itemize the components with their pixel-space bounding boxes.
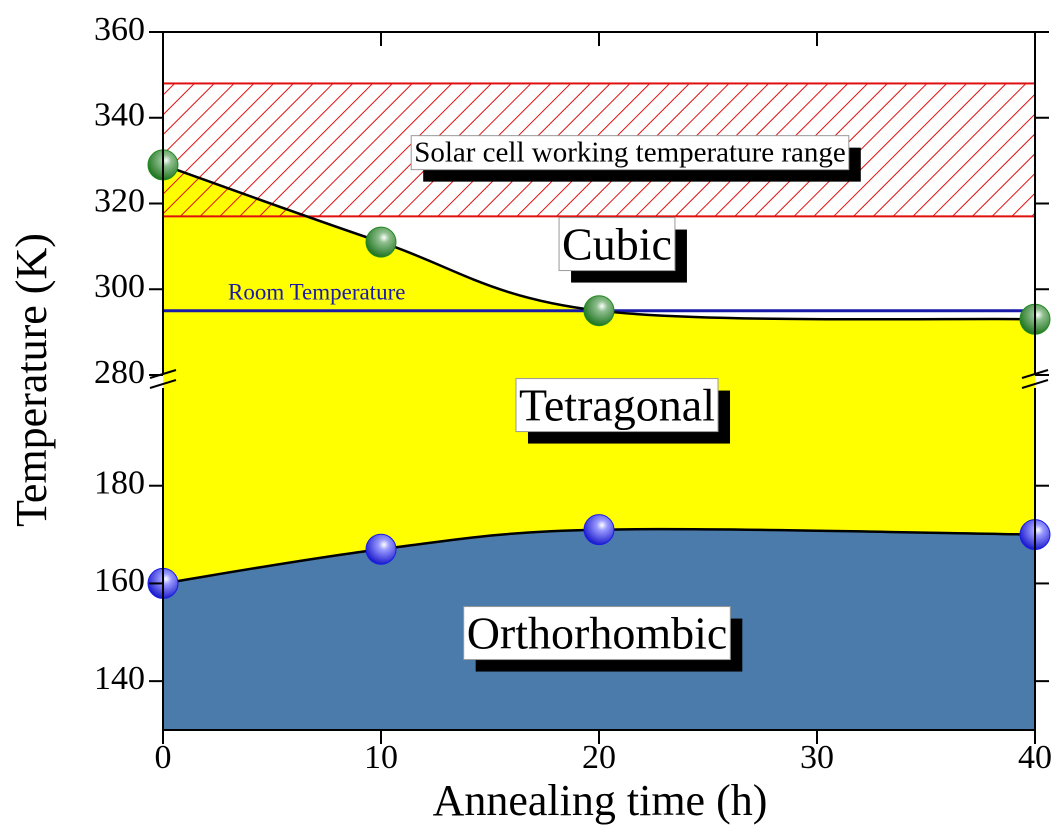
- x-tick-label: 30: [800, 739, 834, 776]
- y-axis-title: Temperature (K): [7, 233, 56, 527]
- data-point: [583, 295, 615, 327]
- y-tick-label: 140: [94, 660, 145, 697]
- label-box: [463, 606, 731, 661]
- data-point: [365, 226, 397, 258]
- x-tick-label: 10: [364, 739, 398, 776]
- y-tick-label: 320: [94, 182, 145, 219]
- x-tick-label: 40: [1018, 739, 1052, 776]
- boundary-line: [162, 163, 1036, 321]
- x-tick-label: 20: [582, 739, 616, 776]
- data-point: [583, 514, 615, 546]
- x-axis-title: Annealing time (h): [433, 776, 768, 825]
- label-box: [410, 135, 850, 171]
- y-tick-label: 340: [94, 97, 145, 134]
- region-area: [163, 164, 1035, 584]
- data-point: [365, 533, 397, 565]
- region-label: Cubic: [562, 219, 672, 270]
- reference-label: Room Temperature: [228, 279, 405, 304]
- x-tick-label: 0: [155, 739, 172, 776]
- label-box: [515, 378, 719, 433]
- y-tick-label: 360: [94, 11, 145, 48]
- boundary-line: [162, 527, 1036, 585]
- band-label: Solar cell working temperature range: [414, 137, 846, 169]
- y-tick-label: 280: [94, 354, 145, 391]
- y-tick-label: 160: [94, 562, 145, 599]
- region-label: Tetragonal: [519, 380, 715, 431]
- y-tick-label: 300: [94, 268, 145, 305]
- y-tick-label: 180: [94, 465, 145, 502]
- region-label: Orthorhombic: [467, 608, 728, 659]
- label-box: [558, 217, 676, 272]
